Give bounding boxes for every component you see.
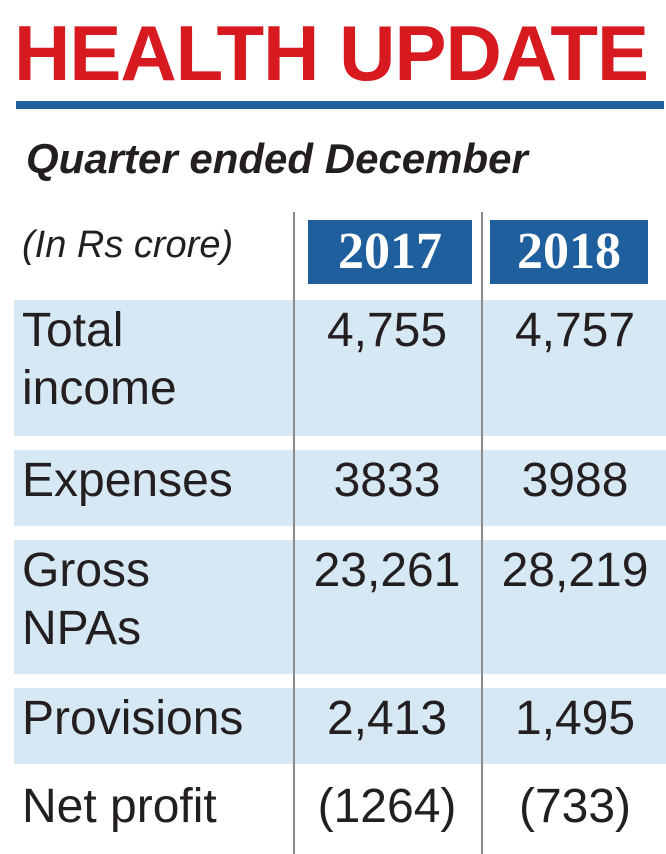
cell-2017: 23,261 [313, 544, 461, 597]
cell-2018: 28,219 [501, 544, 649, 597]
column-header-2017: 2017 [308, 220, 472, 284]
chart-title: HEALTH UPDATE [14, 9, 649, 97]
cell-2018: 1,495 [514, 692, 636, 745]
table-row-net-profit: Net profit (1264) (733) [14, 776, 666, 854]
table-row-total-income: Total income 4,755 4,757 [14, 300, 666, 436]
row-label: Total income [22, 304, 177, 415]
table-row-gross-npas: Gross NPAs 23,261 28,219 [14, 540, 666, 674]
cell-2018: 3988 [521, 454, 629, 507]
cell-2017: 3833 [333, 454, 441, 507]
cell-2018: 4,757 [514, 304, 636, 357]
row-label: Gross NPAs [22, 544, 151, 655]
table-row-expenses: Expenses 3833 3988 [14, 450, 666, 526]
column-divider [481, 212, 483, 854]
column-header-2018: 2018 [490, 220, 648, 284]
column-divider [293, 212, 295, 854]
row-label: Net profit [22, 780, 217, 833]
cell-2017: (1264) [317, 780, 457, 833]
row-label: Expenses [22, 454, 233, 507]
cell-2018: (733) [518, 780, 632, 833]
cell-2017: 4,755 [326, 304, 448, 357]
cell-2017: 2,413 [326, 692, 448, 745]
table-row-provisions: Provisions 2,413 1,495 [14, 688, 666, 764]
title-underline-rule [16, 101, 664, 109]
row-label: Provisions [22, 692, 244, 745]
chart-subtitle: Quarter ended December [26, 135, 528, 182]
unit-label: (In Rs crore) [22, 224, 234, 266]
